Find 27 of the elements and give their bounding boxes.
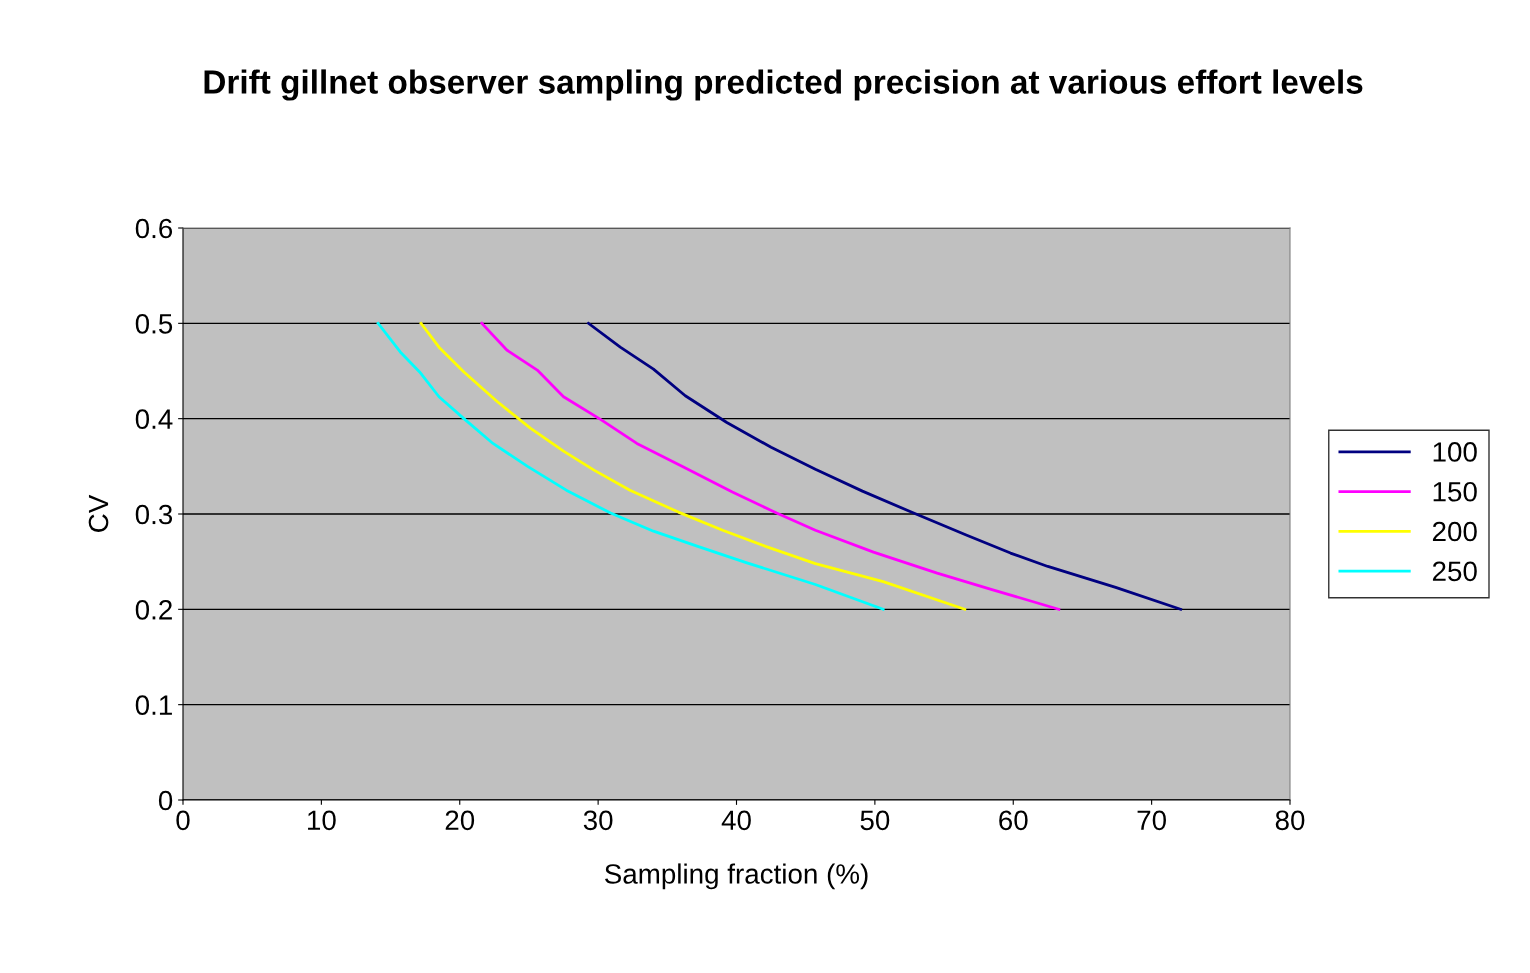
y-axis-title: CV <box>88 494 109 532</box>
legend-label: 100 <box>1433 442 1477 462</box>
y-tick-label: 0.5 <box>135 314 173 334</box>
x-tick-label: 70 <box>1137 810 1166 831</box>
legend-label: 150 <box>1433 481 1477 502</box>
x-tick-label: 0 <box>176 810 190 831</box>
legend-label: 200 <box>1432 521 1477 542</box>
y-tick-label: 0.6 <box>135 218 173 239</box>
y-tick-label: 0 <box>158 790 173 811</box>
x-tick-label: 10 <box>308 810 336 831</box>
line-series <box>376 321 885 611</box>
y-tick-label: 0.2 <box>135 600 172 620</box>
x-tick-label: 50 <box>860 810 890 831</box>
y-tick-label: 0.4 <box>135 409 173 430</box>
x-tick-label: 30 <box>583 810 613 831</box>
x-axis-title: Sampling fraction (%) <box>605 863 868 890</box>
y-tick-label: 0.3 <box>135 504 173 525</box>
x-tick-label: 40 <box>721 810 751 831</box>
legend-label: 250 <box>1432 561 1477 582</box>
y-tick-label: 0.1 <box>135 695 172 716</box>
line-series <box>587 321 1183 611</box>
line-series <box>419 321 967 611</box>
x-tick-label: 20 <box>445 810 475 831</box>
line-series <box>480 321 1061 611</box>
x-tick-label: 80 <box>1275 810 1305 831</box>
chart-title: Drift gillnet observer sampling predicted precision at various effort levels <box>204 69 1363 101</box>
x-tick-label: 60 <box>999 810 1028 831</box>
